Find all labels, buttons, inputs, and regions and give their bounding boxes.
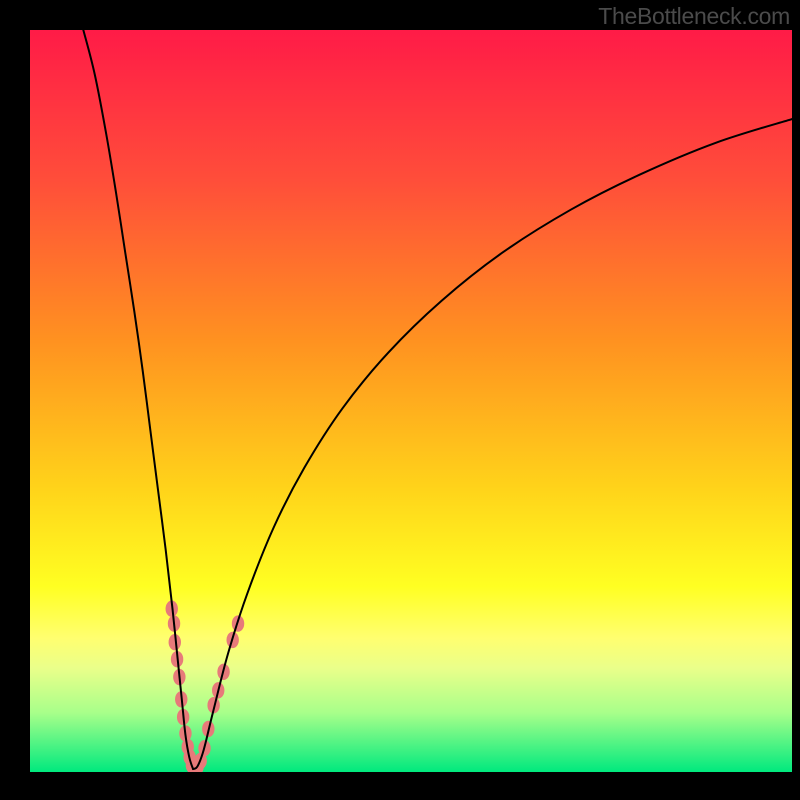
right-curve: [193, 119, 792, 769]
left-curve: [83, 30, 193, 769]
watermark-text: TheBottleneck.com: [598, 3, 790, 30]
plot-area: [30, 30, 792, 772]
chart-svg: [30, 30, 792, 772]
